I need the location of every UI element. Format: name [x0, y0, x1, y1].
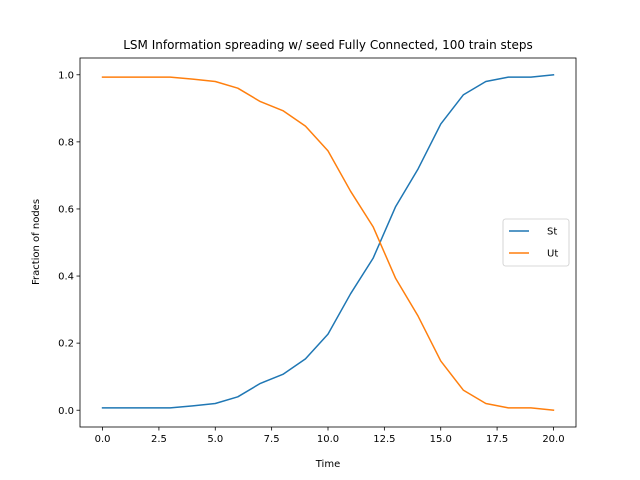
- legend-box: [502, 218, 570, 267]
- legend: St Ut: [502, 218, 570, 267]
- x-tick-label: 20.0: [542, 434, 564, 445]
- y-tick-label: 1.0: [58, 70, 74, 81]
- legend-label-ut: Ut: [547, 249, 558, 260]
- y-tick-label: 0.2: [58, 339, 74, 350]
- x-tick-label: 7.5: [264, 434, 280, 445]
- x-tick-label: 17.5: [486, 434, 508, 445]
- x-tick-label: 2.5: [151, 434, 167, 445]
- y-axis-label: Fraction of nodes: [31, 199, 42, 285]
- series-line-st: [101, 73, 555, 409]
- x-tick-label: 0.0: [95, 434, 111, 445]
- x-tick-label: 15.0: [430, 434, 452, 445]
- x-tick-label: 5.0: [207, 434, 223, 445]
- chart-title: LSM Information spreading w/ seed Fully …: [123, 38, 533, 52]
- plot-layer: 0.0 2.5 5.0 7.5 10.0 12.5 15.0 17.5 20.0 0.0 0.2 0.…: [58, 57, 577, 445]
- x-tick-label: 12.5: [373, 434, 395, 445]
- y-tick-label: 0.4: [58, 272, 74, 283]
- series-line-ut: [101, 76, 555, 412]
- y-tick-label: 0.6: [58, 205, 74, 216]
- x-axis-label: Time: [315, 459, 340, 470]
- y-tick-label: 0.8: [58, 137, 74, 148]
- x-tick-label: 10.0: [317, 434, 339, 445]
- legend-label-st: St: [547, 227, 557, 238]
- y-tick-label: 0.0: [58, 406, 74, 417]
